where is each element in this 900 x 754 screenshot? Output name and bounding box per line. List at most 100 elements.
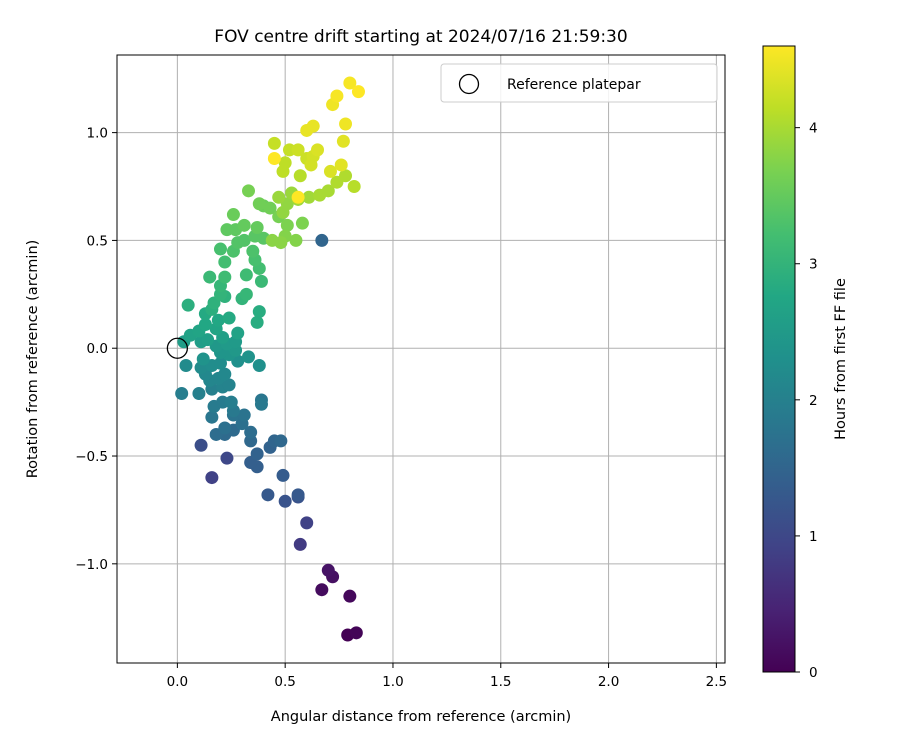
data-point [330,89,344,103]
x-axis-label: Angular distance from reference (arcmin) [271,709,571,725]
data-point [272,190,286,204]
y-tick-label: −1.0 [75,557,108,573]
data-point [192,386,206,400]
colorbar-frame [762,45,796,673]
data-point [349,626,363,640]
data-point [196,352,210,366]
data-point [203,270,217,284]
data-point [175,386,189,400]
data-point [323,164,337,178]
data-point [336,134,350,148]
data-points [175,76,365,642]
data-point [267,136,281,150]
legend: Reference platepar [440,63,718,103]
data-point [198,318,212,332]
data-point [289,233,303,247]
colorbar: 0 1 2 3 4 Hours from first FF file [762,45,849,681]
data-point [222,378,236,392]
data-point [321,184,335,198]
data-point [276,468,290,482]
x-tick-label: 0.5 [274,674,295,690]
data-point [213,356,227,370]
data-point [280,218,294,232]
data-point [218,255,232,269]
data-point [315,583,329,597]
data-point [321,563,335,577]
data-point [291,190,305,204]
data-point [205,471,219,485]
data-point [351,85,365,99]
data-point [339,117,353,131]
x-tick-label: 2.0 [598,674,619,690]
colorbar-tick-label: 3 [809,257,818,273]
data-point [302,190,316,204]
y-axis-label: Rotation from reference (arcmin) [25,240,41,479]
x-tick-label: 0.0 [167,674,188,690]
data-point [311,143,325,157]
legend-entry-reference: Reference platepar [507,77,641,93]
colorbar-label: Hours from first FF file [833,278,849,440]
data-point [211,313,225,327]
y-tick-label: 0.0 [87,341,108,357]
x-tick-label: 2.5 [706,674,727,690]
data-point [224,395,238,409]
data-point [181,298,195,312]
data-point [250,315,264,329]
data-point [222,311,236,325]
y-tick-label: 1.0 [87,126,108,142]
data-point [218,421,232,435]
data-point [242,350,256,364]
data-point [237,218,251,232]
data-point [242,184,256,198]
data-point [226,208,240,222]
data-point [237,233,251,247]
plot-frame [116,54,726,664]
data-point [218,270,232,284]
y-tick-label: 0.5 [87,233,108,249]
legend-marker-circle [458,73,480,95]
data-point [274,434,288,448]
y-tick-label: −0.5 [75,449,108,465]
data-point [218,367,232,381]
data-point [244,425,258,439]
colorbar-tick-label: 1 [809,529,818,545]
data-point [220,451,234,465]
colorbar-ticks: 0 1 2 3 4 [795,121,818,681]
data-point [252,197,266,211]
data-point [250,220,264,234]
reference-platepar-marker [166,337,189,359]
colorbar-tick-label: 2 [809,393,818,409]
data-point [246,244,260,258]
data-point [293,537,307,551]
data-point [291,488,305,502]
data-point [254,274,268,288]
data-point [252,358,266,372]
colorbar-tick-label: 4 [809,121,818,137]
data-point [300,516,314,530]
x-tick-label: 1.0 [382,674,403,690]
data-point [339,169,353,183]
data-point [231,326,245,340]
data-point [254,397,268,411]
data-point [252,305,266,319]
chart-title: FOV centre drift starting at 2024/07/16 … [214,27,627,47]
colorbar-gradient [763,46,795,672]
data-point [343,76,357,90]
data-point [267,151,281,165]
data-point [239,287,253,301]
legend-box [440,63,718,103]
data-point [278,494,292,508]
data-point [291,143,305,157]
data-point [315,233,329,247]
data-point [261,488,275,502]
data-point [334,158,348,172]
data-point [250,447,264,461]
data-point [293,169,307,183]
data-point [295,216,309,230]
data-point [201,333,215,347]
data-point [263,201,277,215]
data-point [265,233,279,247]
data-point [213,242,227,256]
data-point [347,180,361,194]
